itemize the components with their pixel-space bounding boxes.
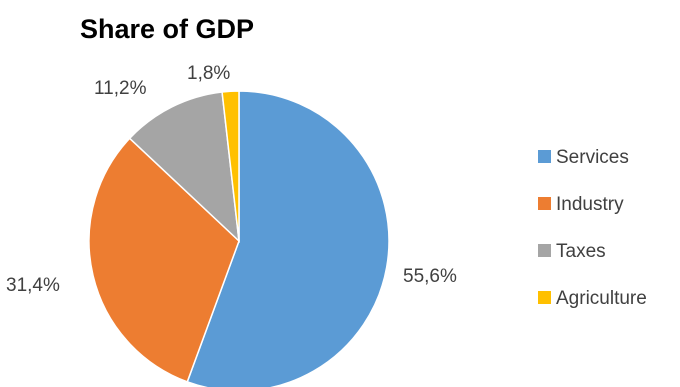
pie-slice-industry [88,137,240,383]
legend-swatch-services [538,150,551,163]
chart-title: Share of GDP [80,14,254,44]
legend-swatch-taxes [538,244,551,257]
legend-label-services: Services [556,147,629,168]
slice-labels: 55,6% 31,4% 11,2% 1,8% [6,63,457,296]
pie-slice-services [186,90,390,387]
legend-swatch-industry [538,197,551,210]
slice-label-services: 55,6% [403,266,457,287]
legend-label-taxes: Taxes [556,241,606,262]
pie-slice-agriculture [221,90,240,242]
pie-slices [88,90,390,387]
legend-label-industry: Industry [556,194,624,215]
legend: Services Industry Taxes Agriculture [538,147,647,309]
slice-label-industry: 31,4% [6,275,60,296]
slice-label-taxes: 11,2% [94,78,147,99]
legend-swatch-agriculture [538,291,551,304]
pie-slice-taxes [128,91,240,243]
slice-label-agriculture: 1,8% [187,63,230,84]
legend-label-agriculture: Agriculture [556,288,647,309]
